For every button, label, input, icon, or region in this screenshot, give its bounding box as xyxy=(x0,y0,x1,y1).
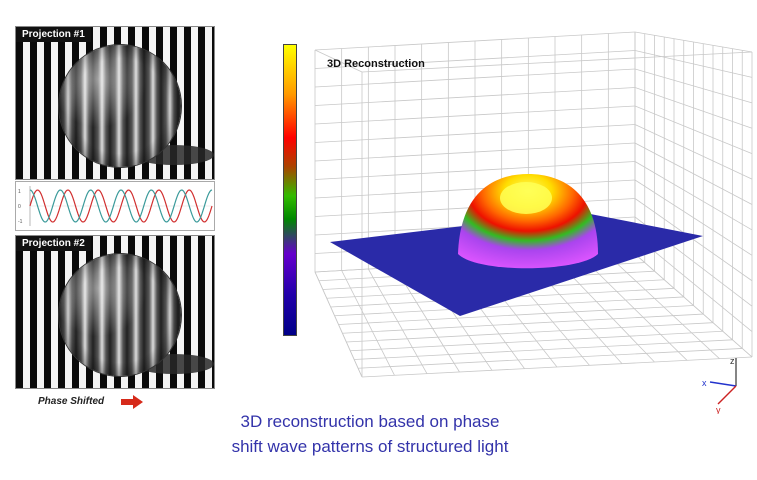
y-axis-line xyxy=(717,385,737,405)
grid-box xyxy=(314,31,753,378)
projection-1-label: Projection #1 xyxy=(16,27,91,42)
reconstruction-title: 3D Reconstruction xyxy=(327,58,425,70)
wave-tick-top: 1 xyxy=(18,189,21,195)
wave-teal-series xyxy=(29,189,213,223)
x-axis-label: x xyxy=(702,378,707,388)
phase-shifted-label: Phase Shifted xyxy=(38,396,105,407)
projection-2-panel: Projection #2 xyxy=(15,235,215,389)
grid-line xyxy=(608,255,720,359)
projection-1-panel: Projection #1 xyxy=(15,26,215,180)
striped-sphere xyxy=(59,254,181,376)
z-axis-label: z xyxy=(730,356,735,366)
wave-red-series xyxy=(29,189,213,223)
wave-svg: 1 0 -1 xyxy=(18,186,213,226)
projection-2-label: Projection #2 xyxy=(16,236,91,251)
grid-line xyxy=(634,253,753,358)
phase-wave-plot: 1 0 -1 xyxy=(15,181,215,231)
right-arrow-icon xyxy=(121,395,143,409)
dome-highlight xyxy=(500,182,552,214)
grid-line xyxy=(354,339,733,360)
grid-line xyxy=(358,348,743,369)
grid-line xyxy=(361,356,753,378)
reconstruction-3d-view xyxy=(314,31,753,378)
grid-line xyxy=(314,49,363,73)
striped-sphere xyxy=(59,45,181,167)
caption-line-1: 3D reconstruction based on phase xyxy=(240,412,500,431)
wave-tick-mid: 0 xyxy=(18,204,21,210)
y-axis-label: y xyxy=(716,405,721,414)
caption-line-2: shift wave patterns of structured light xyxy=(231,437,509,456)
color-scale-bar xyxy=(283,44,297,336)
grid-line xyxy=(314,271,363,378)
wave-tick-bot: -1 xyxy=(18,219,23,225)
reconstructed-dome xyxy=(458,174,598,269)
axis-triad: z x y xyxy=(702,356,737,414)
grid-line xyxy=(361,51,753,73)
x-axis-line xyxy=(709,381,737,387)
